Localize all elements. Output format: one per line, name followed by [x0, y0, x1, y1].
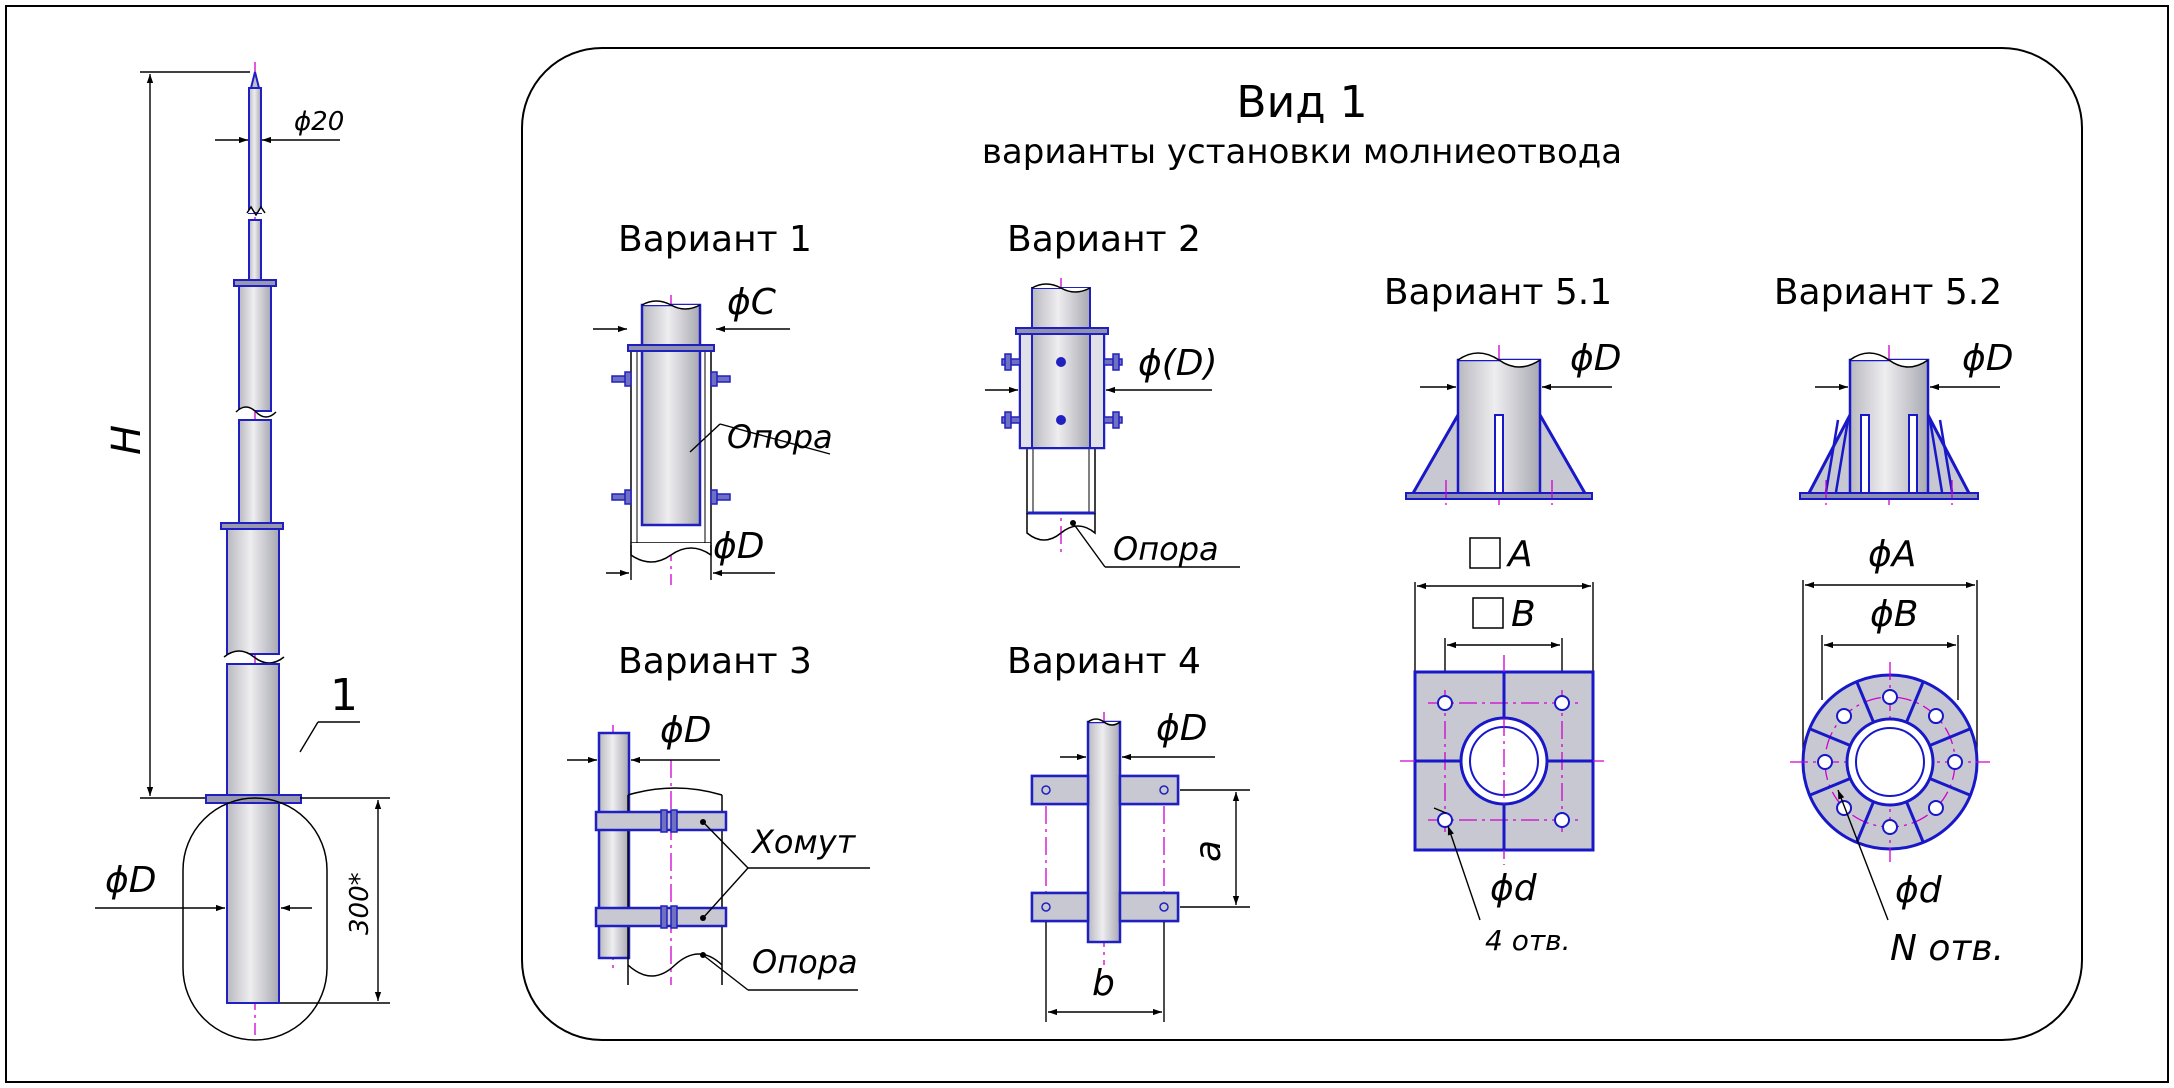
variant-1: Вариант 1 ϕC Опора ϕD — [593, 219, 833, 585]
rib — [1855, 681, 1875, 723]
variant-3-support-label: Опора — [752, 943, 858, 981]
variant-2-dim-d: ϕ(D) — [1138, 343, 1218, 384]
bolt-hole — [1947, 754, 1963, 770]
rib — [1905, 801, 1925, 843]
variant-5-2-hole-count: N отв. — [1890, 928, 2004, 969]
sheet-frame — [5, 5, 2169, 1083]
variant-4-dim-b: b — [1092, 963, 1115, 1004]
variant-4: Вариант 4 ϕD a b — [1007, 641, 1250, 1022]
variant-5-2-hole-dia: ϕd — [1895, 870, 1943, 911]
bolt-hole — [1817, 754, 1833, 770]
variant-5-1-hole-count: 4 отв. — [1485, 924, 1571, 957]
variant-3-dim-d: ϕD — [660, 710, 711, 751]
variant-4-title: Вариант 4 — [1007, 641, 1201, 682]
rib — [1905, 681, 1925, 723]
variant-2-support-label: Опора — [1113, 530, 1219, 568]
variant-3-title: Вариант 3 — [618, 641, 812, 682]
bolt-hole — [1927, 708, 1944, 725]
variant-5-1-dim-d: ϕD — [1570, 338, 1621, 379]
rib — [1855, 801, 1875, 843]
variant-4-dim-a: a — [1188, 840, 1229, 862]
variant-5-1: Вариант 5.1 ϕD A B — [1384, 272, 1622, 957]
dim-embed-depth: 300* — [345, 872, 375, 935]
bolt-hole — [1882, 819, 1898, 835]
variant-5-2: Вариант 5.2 ϕD ϕA ϕB — [1774, 272, 2014, 969]
callout-1: 1 — [330, 670, 358, 721]
variant-5-2-title: Вариант 5.2 — [1774, 272, 2002, 313]
variant-3: Вариант 3 ϕD Хомут Опора — [567, 641, 870, 991]
bolt-hole — [1882, 689, 1898, 705]
variant-5-2-dim-b: ϕB — [1870, 594, 1918, 635]
main-lightning-rod: 1 H ϕ20 ϕD 300* — [95, 62, 390, 1041]
variant-3-clamp-label: Хомут — [750, 823, 857, 861]
view-subtitle: варианты установки молниеотвода — [982, 132, 1622, 172]
bolt-hole — [1836, 708, 1853, 725]
bolt-hole — [1927, 799, 1944, 816]
variant-2-title: Вариант 2 — [1007, 219, 1201, 260]
variant-5-2-ribs — [1809, 681, 1971, 843]
variant-1-dim-c: ϕC — [727, 282, 777, 323]
dim-rod-diameter: ϕD — [105, 860, 156, 901]
rib — [1929, 727, 1971, 747]
variant-5-1-title: Вариант 5.1 — [1384, 272, 1612, 313]
view-title: Вид 1 — [1236, 77, 1367, 128]
dim-tip-diameter: ϕ20 — [294, 107, 344, 137]
variant-1-dim-d: ϕD — [713, 526, 764, 567]
variant-1-title: Вариант 1 — [618, 219, 812, 260]
variant-5-1-square-b: B — [1511, 594, 1536, 635]
variant-5-2-dim-d: ϕD — [1962, 338, 2013, 379]
rib — [1809, 777, 1851, 797]
variant-5-2-holes — [1817, 689, 1963, 835]
bolt-hole — [1836, 799, 1853, 816]
variant-5-2-dim-a: ϕA — [1868, 534, 1916, 575]
dim-height-label: H — [104, 425, 150, 455]
variant-2: Вариант 2 ϕ(D) Опора — [985, 219, 1240, 568]
rib — [1929, 777, 1971, 797]
view-frame — [521, 47, 2083, 1041]
variant-4-dim-d: ϕD — [1156, 708, 1207, 749]
rib — [1809, 727, 1851, 747]
variant-5-1-square-a: A — [1506, 534, 1533, 575]
variant-1-support-label: Опора — [727, 418, 833, 456]
variant-5-1-hole-dia: ϕd — [1490, 868, 1538, 909]
